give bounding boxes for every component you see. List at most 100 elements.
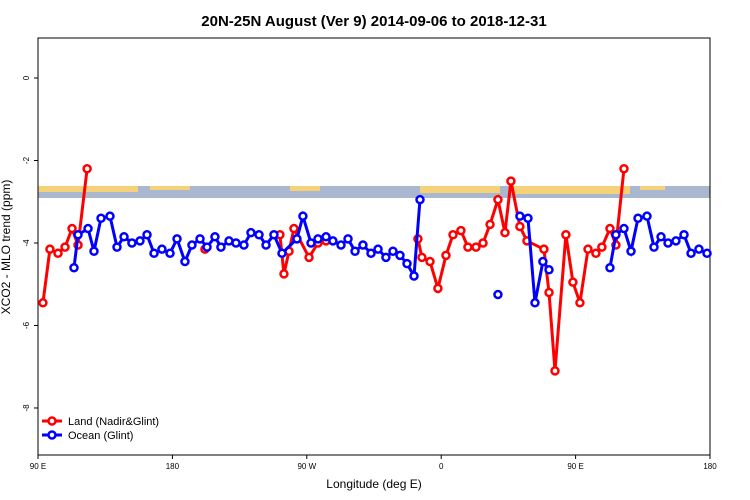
data-point bbox=[642, 211, 652, 221]
data-point bbox=[328, 236, 338, 246]
data-point bbox=[409, 271, 419, 281]
data-point bbox=[702, 248, 712, 259]
x-tick-label: 90 W bbox=[297, 462, 316, 471]
data-point bbox=[343, 234, 353, 244]
data-point bbox=[112, 242, 122, 252]
data-point bbox=[619, 164, 629, 174]
data-point bbox=[388, 246, 398, 256]
data-point bbox=[605, 262, 615, 273]
data-point bbox=[515, 221, 525, 232]
data-point bbox=[187, 240, 197, 250]
data-point bbox=[306, 238, 316, 248]
data-point bbox=[304, 252, 314, 263]
data-point bbox=[597, 242, 607, 252]
y-tick-label: 0 bbox=[22, 75, 31, 80]
data-point bbox=[127, 238, 137, 248]
data-point bbox=[433, 283, 443, 294]
data-point bbox=[298, 211, 308, 221]
y-tick-label: -2 bbox=[22, 156, 31, 164]
x-tick-label: 90 E bbox=[567, 462, 583, 471]
data-point bbox=[210, 232, 220, 242]
data-point bbox=[195, 234, 205, 244]
data-point bbox=[550, 366, 560, 376]
data-point bbox=[269, 229, 279, 240]
data-point bbox=[425, 256, 435, 267]
legend-label: Land (Nadir&Glint) bbox=[68, 416, 159, 428]
data-point bbox=[463, 242, 473, 252]
data-point bbox=[605, 223, 615, 234]
data-point bbox=[478, 238, 488, 248]
data-point bbox=[649, 242, 659, 252]
data-point bbox=[441, 250, 451, 261]
data-point bbox=[663, 238, 673, 248]
data-point bbox=[471, 242, 481, 252]
data-point bbox=[506, 176, 516, 186]
data-point bbox=[671, 236, 681, 246]
x-tick-label: 180 bbox=[166, 462, 180, 471]
data-point bbox=[180, 256, 190, 267]
land-mask-band bbox=[38, 186, 710, 198]
y-axis-label: XCO2 - MLO trend (ppm) bbox=[0, 180, 13, 315]
data-point bbox=[142, 229, 152, 240]
data-point bbox=[530, 298, 540, 308]
data-point bbox=[493, 289, 503, 300]
data-point bbox=[591, 248, 601, 259]
data-point bbox=[119, 232, 129, 242]
data-point bbox=[38, 298, 48, 308]
data-point bbox=[82, 164, 92, 174]
data-point bbox=[515, 211, 525, 221]
data-point bbox=[202, 242, 212, 252]
data-point bbox=[73, 229, 83, 240]
data-point bbox=[336, 240, 346, 250]
data-point bbox=[500, 227, 510, 238]
data-point bbox=[575, 298, 585, 308]
x-tick-label: 180 bbox=[703, 462, 717, 471]
series-line bbox=[41, 168, 626, 371]
data-point bbox=[149, 248, 159, 259]
data-point bbox=[279, 269, 289, 279]
data-point bbox=[539, 244, 549, 254]
data-point bbox=[261, 240, 271, 250]
data-point bbox=[358, 240, 368, 250]
data-point bbox=[96, 213, 106, 223]
data-point bbox=[53, 248, 63, 259]
data-point bbox=[254, 229, 264, 240]
data-point bbox=[69, 262, 79, 273]
data-point bbox=[246, 227, 256, 238]
data-point bbox=[373, 244, 383, 254]
y-tick-label: -4 bbox=[22, 239, 31, 247]
data-point bbox=[568, 277, 578, 287]
data-point bbox=[493, 194, 503, 205]
data-point bbox=[395, 250, 405, 261]
data-point bbox=[611, 229, 621, 240]
plot-frame bbox=[37, 37, 711, 456]
data-point bbox=[313, 234, 323, 244]
data-point bbox=[679, 229, 689, 240]
legend-label: Ocean (Glint) bbox=[68, 430, 133, 442]
data-point bbox=[231, 238, 241, 248]
data-point bbox=[626, 246, 636, 256]
data-point bbox=[277, 248, 287, 259]
data-point bbox=[381, 252, 391, 263]
data-point bbox=[321, 232, 331, 242]
data-point bbox=[544, 287, 554, 298]
x-tick-label: 90 E bbox=[30, 462, 46, 471]
data-point bbox=[289, 223, 299, 234]
x-axis-label: Longitude (deg E) bbox=[326, 477, 421, 491]
data-point bbox=[485, 219, 495, 230]
data-point bbox=[60, 242, 70, 252]
data-point bbox=[561, 229, 571, 240]
data-point bbox=[89, 246, 99, 256]
data-point bbox=[165, 248, 175, 259]
y-tick-label: -6 bbox=[22, 321, 31, 329]
legend-marker bbox=[47, 430, 57, 440]
data-point bbox=[135, 236, 145, 246]
data-point bbox=[157, 244, 167, 254]
data-point bbox=[350, 246, 360, 256]
data-point bbox=[417, 252, 427, 263]
y-tick-label: -8 bbox=[22, 404, 31, 412]
data-point bbox=[415, 194, 425, 205]
data-point bbox=[538, 256, 548, 267]
data-point bbox=[402, 258, 412, 269]
